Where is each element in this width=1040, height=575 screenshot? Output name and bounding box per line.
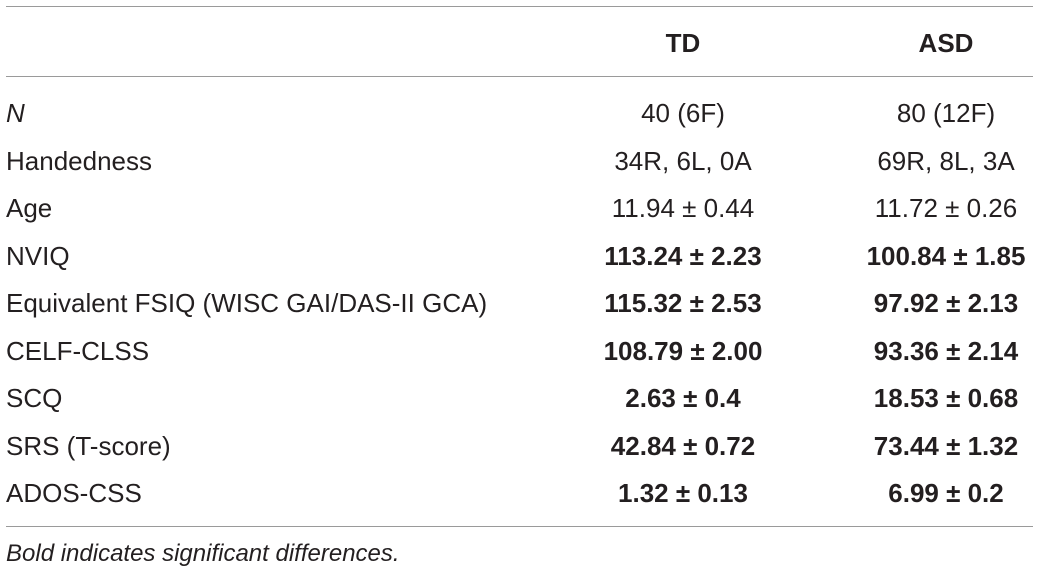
table-row: Age 11.94 ± 0.44 11.72 ± 0.26 xyxy=(6,185,1033,233)
td-value: 40 (6F) xyxy=(641,98,725,128)
asd-value: 97.92 ± 2.13 xyxy=(873,288,1019,318)
table-row: SRS (T-score) 42.84 ± 0.72 73.44 ± 1.32 xyxy=(6,423,1033,471)
td-value: 2.63 ± 0.4 xyxy=(625,383,741,413)
table-row: SCQ 2.63 ± 0.4 18.53 ± 0.68 xyxy=(6,375,1033,423)
table-body: N 40 (6F) 80 (12F) Handedness 34R, 6L, 0… xyxy=(6,90,1033,518)
asd-value: 93.36 ± 2.14 xyxy=(873,335,1019,366)
asd-value: 73.44 ± 1.32 xyxy=(873,430,1019,461)
table-row: Equivalent FSIQ (WISC GAI/DAS-II GCA) 11… xyxy=(6,280,1033,328)
td-value: 42.84 ± 0.72 xyxy=(610,430,756,461)
td-value: 115.32 ± 2.53 xyxy=(604,288,762,318)
row-label: CELF-CLSS xyxy=(6,335,150,366)
asd-value: 80 (12F) xyxy=(896,98,996,128)
row-label: Age xyxy=(6,193,53,223)
table-header-row: TD ASD xyxy=(6,22,1033,64)
asd-value: 11.72 ± 0.26 xyxy=(874,193,1018,223)
table-row: ADOS-CSS 1.32 ± 0.13 6.99 ± 0.2 xyxy=(6,470,1033,518)
asd-value: 69R, 8L, 3A xyxy=(877,145,1015,176)
table-header-rule xyxy=(6,76,1033,77)
row-label: Equivalent FSIQ (WISC GAI/DAS-II GCA) xyxy=(6,288,488,318)
td-value: 11.94 ± 0.44 xyxy=(611,193,755,223)
header-td: TD xyxy=(665,28,701,58)
td-value: 108.79 ± 2.00 xyxy=(603,335,763,366)
row-label: NVIQ xyxy=(6,240,70,271)
asd-value: 100.84 ± 1.85 xyxy=(866,240,1026,271)
table-footnote: Bold indicates significant differences. xyxy=(6,540,400,567)
row-label: Handedness xyxy=(6,145,152,176)
asd-value: 6.99 ± 0.2 xyxy=(888,478,1004,508)
row-label: N xyxy=(6,98,25,128)
row-label: ADOS-CSS xyxy=(6,478,142,508)
td-value: 1.32 ± 0.13 xyxy=(618,478,748,508)
table-bottom-rule xyxy=(6,526,1033,527)
td-value: 34R, 6L, 0A xyxy=(614,145,752,176)
row-label: SCQ xyxy=(6,383,63,413)
row-label: SRS (T-score) xyxy=(6,430,171,461)
header-asd: ASD xyxy=(918,28,974,58)
table-row: Handedness 34R, 6L, 0A 69R, 8L, 3A xyxy=(6,138,1033,186)
asd-value: 18.53 ± 0.68 xyxy=(873,383,1019,413)
table-top-rule xyxy=(6,6,1033,7)
td-value: 113.24 ± 2.23 xyxy=(604,240,762,271)
table-row: CELF-CLSS 108.79 ± 2.00 93.36 ± 2.14 xyxy=(6,328,1033,376)
table-row: N 40 (6F) 80 (12F) xyxy=(6,90,1033,138)
table-row: NVIQ 113.24 ± 2.23 100.84 ± 1.85 xyxy=(6,233,1033,281)
